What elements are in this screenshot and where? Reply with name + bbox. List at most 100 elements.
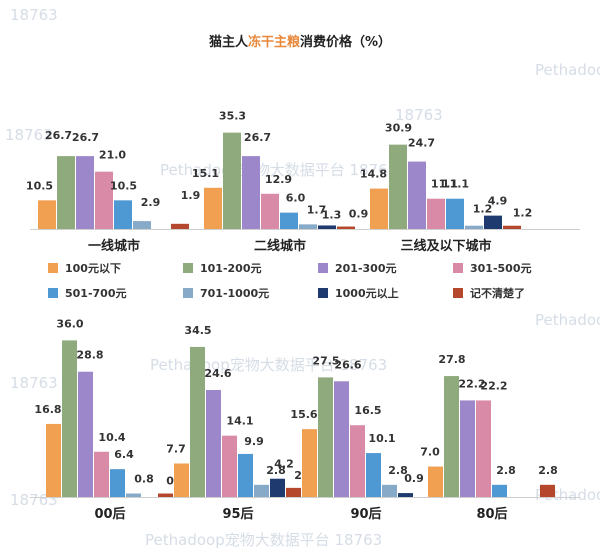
bar bbox=[318, 225, 336, 229]
bar bbox=[366, 453, 381, 497]
data-label: 2.8 bbox=[538, 464, 558, 477]
data-label: 7.0 bbox=[420, 446, 440, 459]
data-label: 26.6 bbox=[334, 358, 361, 371]
bar bbox=[540, 484, 555, 497]
data-label: 35.3 bbox=[219, 110, 246, 123]
data-label: 26.7 bbox=[72, 131, 99, 144]
bar bbox=[382, 484, 397, 497]
data-label: 30.9 bbox=[385, 122, 412, 135]
bar bbox=[302, 429, 317, 497]
legend-swatch bbox=[318, 288, 328, 298]
data-label: 10.1 bbox=[368, 432, 395, 445]
watermark-text: Pethadoop宠物大数据平台 18763 bbox=[160, 161, 397, 179]
data-label: 28.8 bbox=[76, 349, 103, 362]
category-label: 95后 bbox=[222, 506, 253, 522]
legend-label: 100元以下 bbox=[65, 262, 121, 275]
bar bbox=[190, 346, 205, 497]
legend-label: 201-300元 bbox=[335, 262, 397, 275]
data-label: 4.9 bbox=[488, 195, 508, 208]
bar bbox=[398, 493, 413, 497]
data-label: 26.7 bbox=[244, 131, 271, 144]
data-label: 0.9 bbox=[349, 208, 369, 221]
legend-swatch bbox=[453, 288, 463, 298]
watermark-text: 18763 bbox=[10, 491, 58, 509]
watermark-text: 18763 bbox=[5, 126, 53, 144]
bar bbox=[95, 171, 113, 229]
bar bbox=[446, 198, 464, 229]
bar bbox=[299, 224, 317, 229]
legend-swatch bbox=[453, 263, 463, 273]
watermark-text: Pethadoop宠物大数据平台 18763 bbox=[145, 531, 382, 548]
bar bbox=[158, 493, 173, 497]
data-label: 7.7 bbox=[166, 443, 186, 456]
data-label: 14.8 bbox=[360, 168, 387, 181]
bar bbox=[318, 377, 333, 497]
bar bbox=[476, 400, 491, 497]
bar bbox=[133, 221, 151, 229]
bar bbox=[337, 226, 355, 229]
legend-label: 101-200元 bbox=[200, 262, 262, 275]
category-label: 00后 bbox=[94, 506, 125, 522]
data-label: 1.2 bbox=[473, 203, 493, 216]
data-label: 2.8 bbox=[496, 464, 516, 477]
data-label: 1.3 bbox=[322, 208, 342, 221]
bar bbox=[270, 478, 285, 497]
bar bbox=[280, 212, 298, 229]
data-label: 26.7 bbox=[45, 129, 72, 142]
bar bbox=[62, 340, 77, 497]
bar bbox=[428, 466, 443, 497]
bar bbox=[174, 463, 189, 497]
bar bbox=[222, 435, 237, 497]
watermark-layer: 18763 Pethadoop宠物大数据平台 18763 18763 18763 Pet… bbox=[5, 6, 600, 548]
legend-label: 301-500元 bbox=[470, 262, 532, 275]
legend-item: 301-500元 bbox=[453, 262, 532, 275]
data-label: 22.2 bbox=[458, 377, 485, 390]
data-label: 10.5 bbox=[26, 179, 53, 192]
data-label: 6.4 bbox=[114, 448, 134, 461]
chart-city-tier: 10.526.7 26.721.010.52.91.9一线城市15.135.326… bbox=[26, 110, 580, 254]
data-label: 0.9 bbox=[404, 472, 424, 485]
bar bbox=[38, 200, 56, 229]
bar bbox=[57, 156, 75, 229]
legend-item: 701-1000元 bbox=[183, 287, 269, 300]
bar bbox=[242, 156, 260, 229]
bar bbox=[126, 493, 141, 497]
bar bbox=[223, 132, 241, 229]
legend-swatch bbox=[183, 263, 193, 273]
category-label: 80后 bbox=[476, 506, 507, 522]
data-label: 12.9 bbox=[265, 173, 292, 186]
data-label: 27.8 bbox=[438, 353, 465, 366]
bar bbox=[46, 423, 61, 497]
legend-label: 701-1000元 bbox=[200, 287, 269, 300]
bar bbox=[110, 469, 125, 497]
chart-generation: 16.836.028.810.46.40.80.800后7.734.524.61… bbox=[30, 317, 580, 522]
data-label: 16.5 bbox=[354, 404, 381, 417]
bar bbox=[350, 425, 365, 497]
bar bbox=[114, 200, 132, 229]
watermark-text: 18763 bbox=[10, 374, 58, 392]
chart-title-suffix: 消费价格（%） bbox=[300, 34, 391, 50]
bar bbox=[334, 381, 349, 497]
data-label: 15.1 bbox=[192, 167, 219, 180]
data-label: 10.4 bbox=[98, 431, 125, 444]
legend-label: 501-700元 bbox=[65, 287, 127, 300]
data-label: 10.5 bbox=[110, 179, 137, 192]
legend-label: 1000元以上 bbox=[335, 286, 399, 300]
data-label: 2.8 bbox=[388, 464, 408, 477]
chart-title-prefix: 猫主人 bbox=[209, 34, 249, 50]
bar bbox=[427, 198, 445, 229]
data-label: 21.0 bbox=[99, 149, 126, 162]
bar bbox=[408, 161, 426, 229]
data-label: 16.8 bbox=[34, 403, 61, 416]
bar bbox=[78, 371, 93, 497]
bar bbox=[238, 453, 253, 497]
legend-item: 201-300元 bbox=[318, 262, 397, 275]
bar bbox=[286, 487, 301, 497]
legend-swatch bbox=[318, 263, 328, 273]
data-label: 15.6 bbox=[290, 408, 317, 421]
watermark-text: 18763 bbox=[10, 6, 58, 24]
data-label: 34.5 bbox=[184, 324, 211, 337]
data-label: 4.2 bbox=[274, 458, 294, 471]
bar bbox=[492, 484, 507, 497]
legend-item: 100元以下 bbox=[48, 262, 121, 275]
